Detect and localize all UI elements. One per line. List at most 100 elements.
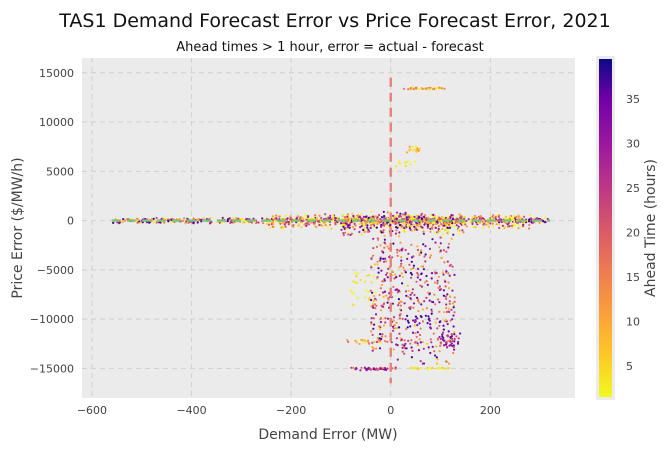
- data-point: [448, 302, 451, 305]
- y-axis-label: Price Error ($/MW/h): [10, 157, 26, 298]
- data-point: [380, 335, 384, 338]
- data-point: [407, 339, 410, 342]
- data-point: [275, 214, 278, 217]
- data-point: [461, 217, 464, 220]
- data-point: [431, 345, 434, 348]
- data-point: [416, 317, 419, 320]
- data-point: [313, 223, 316, 226]
- data-point: [415, 145, 418, 148]
- data-point: [378, 347, 382, 350]
- data-point: [400, 262, 403, 265]
- data-point: [418, 252, 421, 255]
- data-point: [328, 217, 331, 220]
- data-point: [441, 366, 444, 369]
- data-point: [281, 225, 284, 228]
- data-point: [491, 222, 494, 225]
- data-point: [386, 271, 389, 275]
- data-point: [352, 366, 355, 369]
- data-point: [342, 234, 345, 237]
- data-point: [370, 256, 373, 259]
- data-point: [420, 225, 423, 228]
- data-point: [386, 225, 390, 228]
- data-point: [382, 295, 385, 298]
- data-point: [412, 306, 415, 309]
- data-point: [452, 314, 455, 317]
- data-point: [383, 278, 386, 281]
- data-point: [395, 276, 398, 279]
- data-point: [270, 221, 273, 224]
- data-point: [364, 296, 367, 299]
- data-point: [261, 217, 264, 220]
- data-point: [441, 338, 444, 341]
- data-point: [399, 308, 402, 311]
- data-point: [346, 215, 349, 218]
- data-point: [306, 215, 310, 218]
- data-point: [450, 237, 453, 240]
- data-point: [352, 214, 355, 218]
- data-point: [386, 245, 389, 248]
- data-point: [334, 216, 337, 220]
- x-tick-label: 200: [480, 404, 501, 417]
- data-point: [415, 223, 419, 226]
- y-axis-ticks: 15000 10000 5000 0 −5000 −10000 −15000: [30, 67, 74, 376]
- data-point: [417, 88, 420, 91]
- data-point: [348, 218, 351, 221]
- data-point: [419, 360, 422, 363]
- data-point: [416, 245, 419, 248]
- data-point: [303, 223, 306, 226]
- data-point: [444, 285, 447, 288]
- data-point: [348, 226, 351, 229]
- data-point: [245, 218, 248, 221]
- data-point: [418, 253, 421, 257]
- data-point: [424, 260, 427, 263]
- data-point: [438, 321, 441, 324]
- data-point: [370, 330, 373, 333]
- data-point: [409, 293, 412, 296]
- data-point: [202, 217, 205, 220]
- data-point: [398, 274, 401, 277]
- data-point: [324, 224, 327, 227]
- data-point: [340, 228, 343, 231]
- data-point: [410, 260, 413, 263]
- data-point: [444, 360, 447, 363]
- data-point: [445, 310, 448, 314]
- data-point: [346, 338, 349, 342]
- data-point: [122, 218, 125, 221]
- data-point: [286, 217, 289, 220]
- data-point: [420, 249, 423, 252]
- data-point: [410, 339, 413, 342]
- data-point: [379, 244, 382, 247]
- data-point: [423, 223, 426, 226]
- data-point: [353, 280, 356, 283]
- data-point: [389, 224, 392, 227]
- data-point: [279, 222, 282, 225]
- data-point: [446, 260, 449, 263]
- data-point: [415, 367, 418, 370]
- data-point: [375, 304, 378, 307]
- data-point: [362, 228, 365, 232]
- data-point: [410, 214, 413, 217]
- data-point: [381, 291, 385, 294]
- data-point: [382, 216, 385, 219]
- data-point: [413, 293, 416, 297]
- data-point: [400, 248, 403, 251]
- data-point: [398, 313, 402, 316]
- data-point: [426, 283, 429, 286]
- data-point: [404, 342, 407, 345]
- data-point: [423, 281, 426, 284]
- data-point: [464, 223, 467, 226]
- data-point: [420, 315, 423, 319]
- data-point: [330, 227, 333, 230]
- data-point: [375, 277, 378, 280]
- data-point: [436, 282, 439, 285]
- data-point: [369, 289, 372, 292]
- data-point: [442, 249, 445, 252]
- data-point: [489, 222, 492, 225]
- data-point: [413, 367, 416, 370]
- data-point: [392, 327, 395, 330]
- data-point: [243, 219, 246, 222]
- data-point: [449, 263, 452, 266]
- data-point: [427, 291, 430, 294]
- data-point: [416, 276, 419, 279]
- data-point: [372, 367, 375, 371]
